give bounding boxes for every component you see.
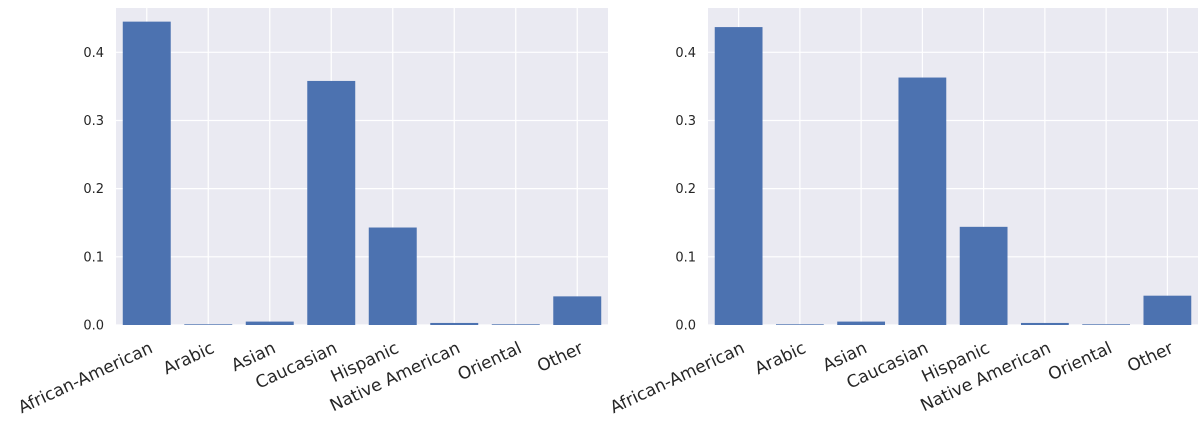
- y-tick-label: 0.2: [83, 182, 104, 197]
- bar-oriental: [1082, 324, 1131, 325]
- bar-caucasian: [898, 77, 947, 325]
- bar-african-american: [122, 21, 171, 326]
- x-tick-label: African-American: [607, 338, 748, 418]
- x-tick-label: African-American: [15, 338, 156, 418]
- y-tick-label: 0.4: [675, 46, 696, 61]
- x-tick-label: Arabic: [160, 338, 217, 379]
- y-tick-label: 0.0: [675, 319, 696, 334]
- bar-other: [553, 296, 602, 325]
- y-tick-label: 0.0: [83, 319, 104, 334]
- y-tick-label: 0.3: [83, 114, 104, 129]
- bar-native-american: [1020, 322, 1069, 325]
- bar-hispanic: [959, 226, 1008, 325]
- bar-arabic: [775, 324, 824, 325]
- x-tick-label: Oriental: [455, 338, 525, 385]
- x-tick-label: Arabic: [752, 338, 809, 379]
- bar-asian: [837, 321, 886, 325]
- bar-oriental: [491, 324, 540, 325]
- y-tick-label: 0.1: [675, 250, 696, 265]
- bar-native-american: [430, 322, 479, 325]
- y-tick-label: 0.1: [83, 250, 104, 265]
- bar-african-american: [714, 27, 763, 326]
- bar-other: [1143, 295, 1192, 325]
- y-tick-label: 0.2: [675, 182, 696, 197]
- x-tick-label: Other: [1124, 338, 1176, 377]
- y-tick-label: 0.3: [675, 114, 696, 129]
- bar-caucasian: [307, 80, 356, 325]
- plot-area: [708, 8, 1198, 325]
- bar-arabic: [184, 324, 233, 325]
- bar-hispanic: [368, 227, 417, 325]
- bar-asian: [245, 321, 294, 325]
- x-tick-label: Other: [534, 338, 586, 377]
- plot-area: [116, 8, 608, 325]
- x-tick-label: Oriental: [1045, 338, 1115, 385]
- y-tick-label: 0.4: [83, 46, 104, 61]
